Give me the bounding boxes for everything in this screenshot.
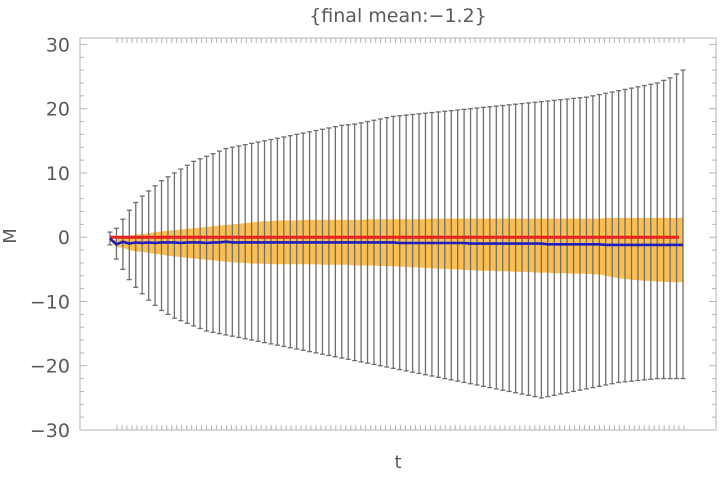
y-tick-label: −10 (30, 291, 70, 313)
plot-frame (79, 37, 717, 431)
plot-area: 30 20 10 0 −10 −20 −30 (30, 34, 717, 442)
y-tick-label: 10 (46, 163, 70, 185)
y-axis-label: M (0, 228, 21, 244)
y-tick-label: 0 (58, 227, 70, 249)
mean-line (109, 237, 683, 247)
x-axis-label: t (394, 452, 401, 473)
y-tick-label: 30 (46, 34, 70, 56)
chart-title: {final mean:−1.2} (309, 5, 487, 27)
uncertainty-band (110, 217, 683, 283)
y-tick-label: −20 (30, 356, 70, 378)
y-tick-label: −30 (30, 420, 70, 442)
y-tick-label: 20 (46, 99, 70, 121)
